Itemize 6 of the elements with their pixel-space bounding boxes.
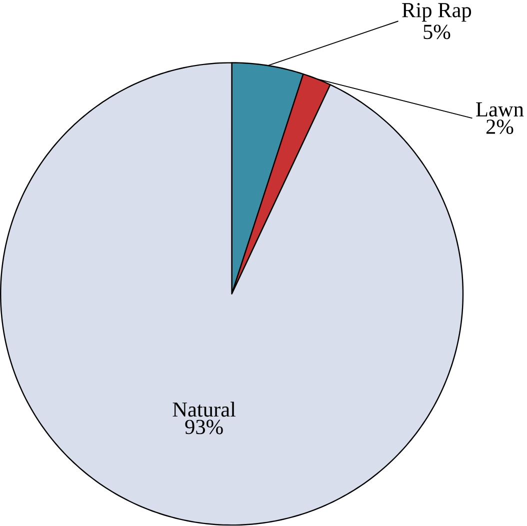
slice-label: Natural bbox=[172, 402, 236, 417]
data-label: 93% bbox=[185, 420, 223, 434]
data-label: 2% bbox=[486, 120, 514, 134]
slice-label: Rip Rap bbox=[402, 3, 472, 22]
slice-label: Lawn bbox=[476, 102, 524, 117]
data-label: 5% bbox=[424, 24, 450, 40]
